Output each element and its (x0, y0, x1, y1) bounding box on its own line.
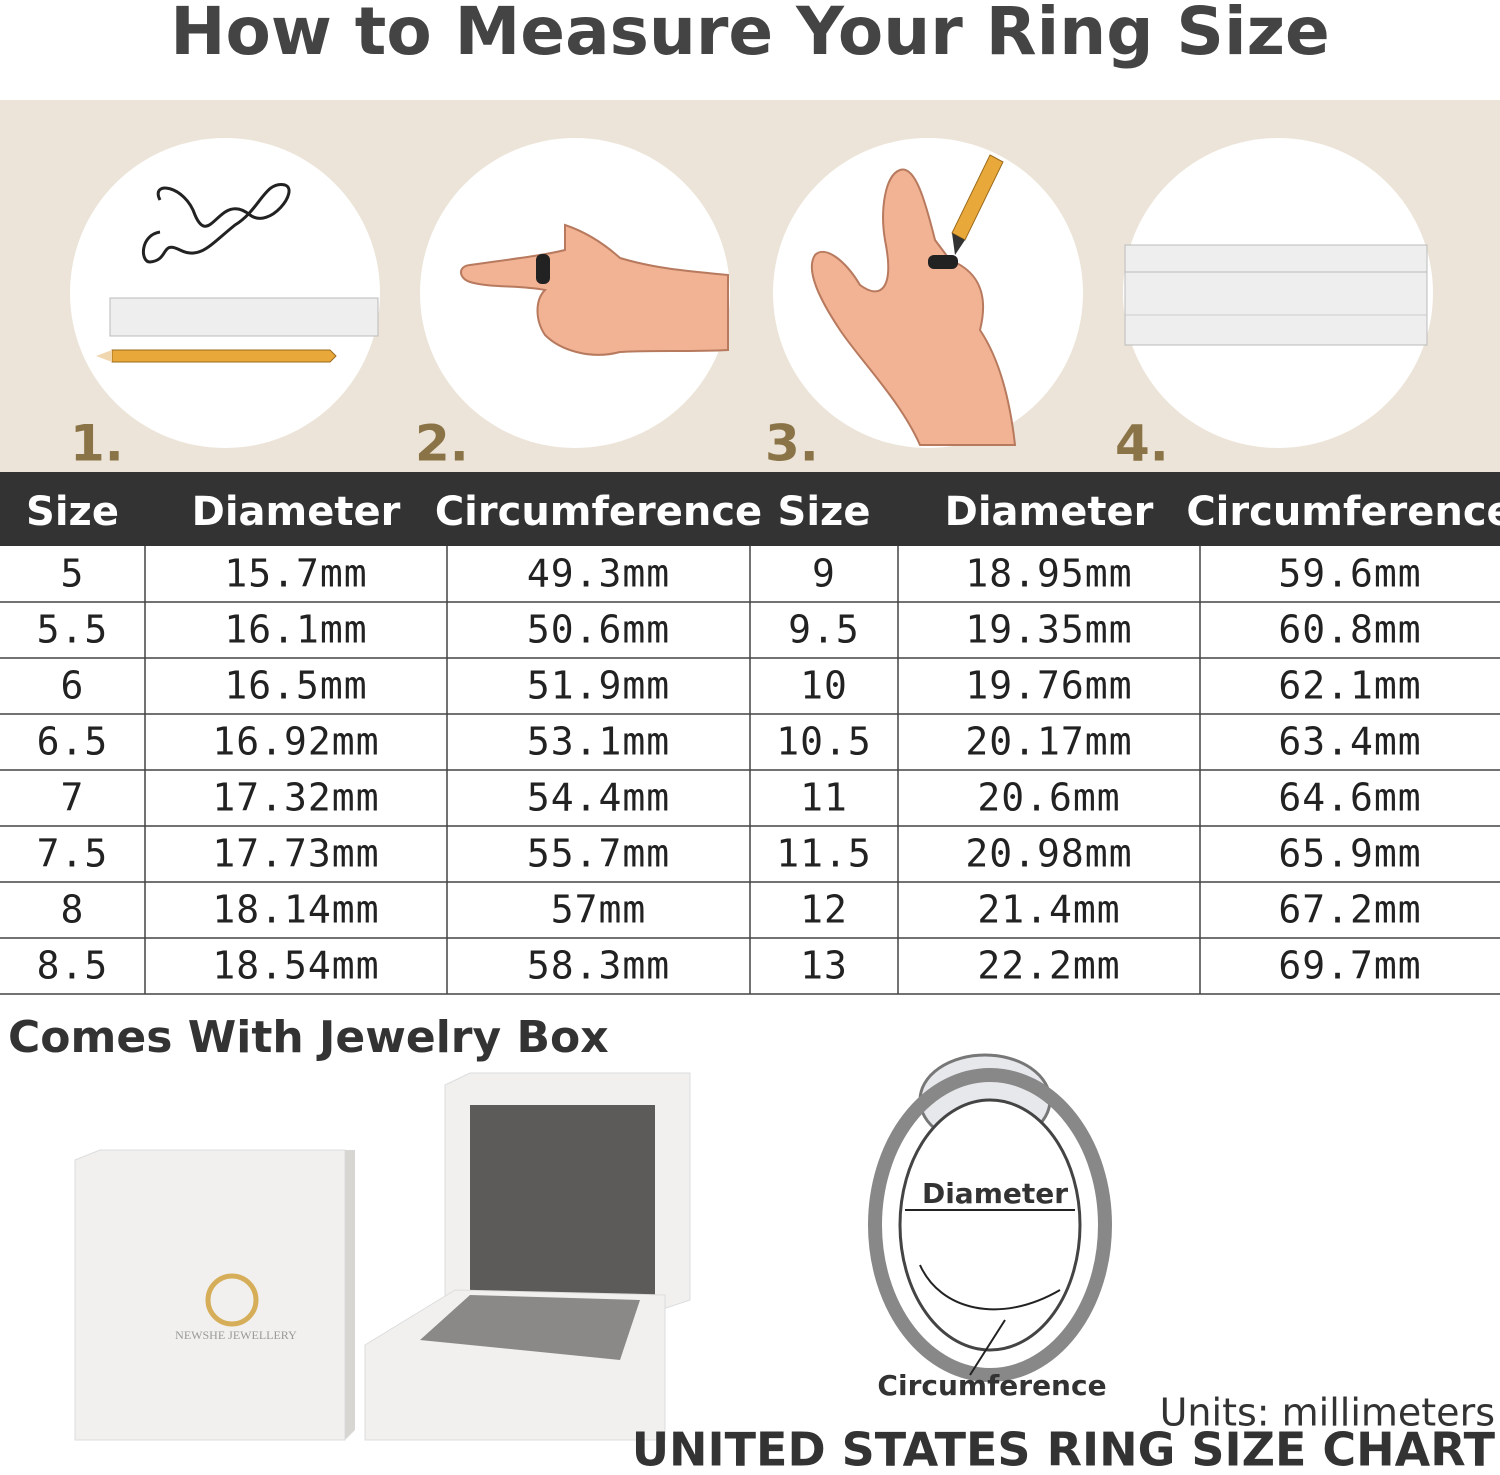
table-cell: 22.2mm (977, 944, 1120, 988)
table-cell: 7.5 (37, 832, 109, 876)
column-header: Circumference (1186, 489, 1500, 535)
table-cell: 67.2mm (1278, 888, 1421, 932)
table-cell: 18.95mm (965, 552, 1132, 596)
size-table: Size Diameter Circumference Size Diameter Cir… (0, 489, 1500, 995)
table-header-bg (0, 472, 1500, 546)
open-box (364, 1072, 691, 1441)
table-cell: 19.35mm (965, 608, 1132, 652)
page-title: How to Measure Your Ring Size (170, 0, 1330, 70)
box-brand: NEWSHE JEWELLERY (175, 1328, 297, 1342)
table-cell: 60.8mm (1278, 608, 1421, 652)
table-cell: 62.1mm (1278, 664, 1421, 708)
step-number: 3. (765, 415, 819, 473)
table-cell: 54.4mm (527, 776, 670, 820)
column-header: Circumference (435, 489, 762, 535)
table-cell: 17.73mm (212, 832, 379, 876)
table-cell: 11.5 (776, 832, 872, 876)
table-cell: 58.3mm (527, 944, 670, 988)
table-cell: 19.76mm (965, 664, 1132, 708)
step-circle (70, 138, 380, 448)
table-cell: 17.32mm (212, 776, 379, 820)
column-header: Diameter (945, 489, 1154, 535)
step-number: 4. (1115, 415, 1169, 473)
table-cell: 13 (800, 944, 848, 988)
table-cell: 8 (61, 888, 85, 932)
step-number: 1. (70, 415, 124, 473)
table-cell: 5.5 (37, 608, 109, 652)
table-cell: 10.5 (776, 720, 872, 764)
table-cell: 6.5 (37, 720, 109, 764)
table-cell: 64.6mm (1278, 776, 1421, 820)
table-cell: 57mm (551, 888, 647, 932)
table-cell: 11 (800, 776, 848, 820)
table-cell: 51.9mm (527, 664, 670, 708)
table-cell: 6 (61, 664, 85, 708)
table-cell: 7 (61, 776, 85, 820)
table-cell: 59.6mm (1278, 552, 1421, 596)
table-cell: 18.54mm (212, 944, 379, 988)
column-header: Size (26, 489, 119, 535)
step1-illustration (96, 183, 379, 363)
table-cell: 69.7mm (1278, 944, 1421, 988)
table-cell: 8.5 (37, 944, 109, 988)
table-cell: 21.4mm (977, 888, 1120, 932)
table-cell: 50.6mm (527, 608, 670, 652)
ring-diagram (868, 1053, 1112, 1382)
box-title: Comes With Jewelry Box (8, 1012, 609, 1063)
table-cell: 53.1mm (527, 720, 670, 764)
table-cell: 16.92mm (212, 720, 379, 764)
step2-illustration (460, 223, 729, 356)
table-cell: 49.3mm (527, 552, 670, 596)
closed-box: NEWSHE JEWELLERY (74, 1149, 355, 1441)
table-cell: 20.6mm (977, 776, 1120, 820)
table-cell: 15.7mm (224, 552, 367, 596)
column-header: Diameter (192, 489, 401, 535)
table-cell: 10 (800, 664, 848, 708)
column-header: Size (778, 489, 871, 535)
step-number: 2. (415, 415, 469, 473)
table-cell: 9.5 (788, 608, 860, 652)
table-cell: 5 (61, 552, 85, 596)
table-cell: 55.7mm (527, 832, 670, 876)
table-cell: 16.5mm (224, 664, 367, 708)
units-note: Units: millimeters (1160, 1391, 1495, 1435)
circumference-label: Circumference (877, 1369, 1106, 1402)
table-cell: 16.1mm (224, 608, 367, 652)
table-cell: 20.98mm (965, 832, 1132, 876)
table-cell: 12 (800, 888, 848, 932)
table-cell: 18.14mm (212, 888, 379, 932)
step4-illustration (1124, 244, 1428, 346)
table-cell: 65.9mm (1278, 832, 1421, 876)
table-cell: 63.4mm (1278, 720, 1421, 764)
chart-title: UNITED STATES RING SIZE CHART (632, 1423, 1496, 1475)
table-cell: 20.17mm (965, 720, 1132, 764)
step3-illustration (810, 154, 1017, 446)
table-cell: 9 (812, 552, 836, 596)
diameter-label: Diameter (922, 1177, 1068, 1210)
